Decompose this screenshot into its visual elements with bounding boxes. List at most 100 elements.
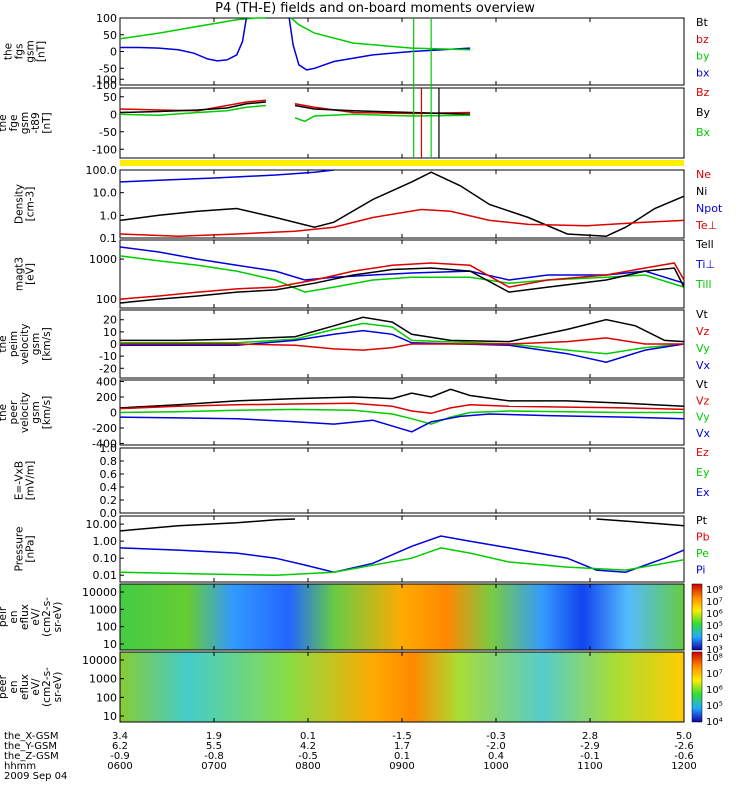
y-axis-label: magt3 [14,257,26,291]
y-tick-label: 10 [103,326,117,339]
colorbar-label: 10⁴ [706,717,723,728]
y-tick-label: -20 [99,362,117,375]
y-axis-label: the [0,335,9,352]
panel-frame-pressure [119,515,685,583]
y-tick-label: 0 [110,108,117,121]
y-tick-label: -50 [99,126,117,139]
y-axis-label: [cm-3] [25,187,37,222]
spectrogram-peir [120,584,684,650]
legend-entry: Te⊥ [695,219,717,232]
legend-entry: Npot [696,202,723,215]
series-Vt [119,388,685,409]
y-tick-label: 0 [110,46,117,59]
y-axis-label: gsm [25,40,37,62]
y-tick-label: 1000 [89,253,117,266]
series-Vt [120,316,685,343]
y-axis-label: eV/ [30,608,42,626]
y-tick-label: 1.0 [100,442,118,455]
y-axis-label: peer [8,400,20,425]
y-tick-label: 0.0 [100,507,118,520]
y-axis-label: en [8,680,20,693]
y-axis-label: Pressure [14,527,26,572]
legend-entry: Ni [696,185,707,198]
series-Ti⊥ [119,246,685,284]
series-by2 [290,17,471,51]
y-axis-label: [km/s] [41,327,53,361]
y-axis-label: (cm2-s- [41,597,53,637]
separator-bar [120,160,684,166]
series-bx2 [288,17,471,71]
row-value: 4.2 [300,741,316,752]
y-axis-label: peir [0,606,9,627]
panel-frame-fge [119,87,685,159]
colorbar-label: 10⁸ [706,585,723,596]
series-Ne [119,208,685,237]
y-axis-label: [km/s] [41,396,53,430]
legend-entry: Pe [696,547,709,560]
colorbar-label: 10⁶ [706,609,723,620]
series-Bx [119,104,266,117]
chart-title: P4 (TH-E) fields and on-board moments ov… [215,1,535,16]
legend-entry: Vt [696,308,709,321]
series-Npot [119,169,334,183]
y-tick-label: 100 [96,621,117,634]
row-value: -2.9 [580,741,600,752]
y-tick-label: 1.0 [100,209,118,222]
legend-entry: Vz [696,394,710,407]
series-By [119,101,266,114]
y-tick-label: 0.01 [93,569,118,582]
y-tick-label: 0.8 [100,455,118,468]
series-Vx [119,413,685,433]
legend-entry: Vy [696,342,710,355]
y-tick-label: -50 [99,62,117,75]
row-label: the_Z-GSM [4,751,59,762]
y-tick-label: 10000 [82,654,117,667]
row-value: 0.1 [394,751,410,762]
y-axis-label: [nT] [36,41,48,62]
spectrogram-peer_spec [120,652,684,722]
y-axis-label: sr-eV) [52,602,64,633]
row-value: -0.9 [110,751,130,762]
legend-entry: Ez [696,446,709,459]
legend-entry: Bx [696,126,711,139]
y-tick-label: 10.00 [86,518,118,531]
row-value: -0.1 [580,751,600,762]
series-Te⊥ [119,262,685,300]
colorbar-label: 10⁵ [706,701,723,712]
panel-frame-density [119,169,685,239]
row-value: -0.3 [486,731,506,742]
legend-entry: Pi [696,564,705,577]
row-label: the_X-GSM [4,731,58,742]
row-value: 1.7 [394,741,410,752]
y-tick-label: 0.6 [100,468,118,481]
y-axis-label: gsm [19,112,31,134]
row-value: -0.5 [298,751,318,762]
x-tick-label: 0600 [107,761,132,772]
row-value: 1.9 [206,731,222,742]
row-value: 2.8 [582,731,598,742]
y-tick-label: 100 [96,73,117,86]
series-Vz [119,402,685,415]
y-tick-label: 10 [103,710,117,723]
row-value: 5.0 [676,731,692,742]
y-axis-label: fgs [14,44,26,60]
series-bx [120,17,248,62]
y-tick-label: 100.0 [86,164,118,177]
y-tick-label: 0.4 [100,481,118,494]
panel-frame-efield [119,447,685,514]
row-value: 5.5 [206,741,222,752]
x-tick-label: 0900 [389,761,414,772]
legend-entry: Till [695,278,712,291]
y-axis-label: [nPa] [25,535,37,562]
legend-entry: Bz [696,86,710,99]
row-value: -2.6 [674,741,694,752]
y-axis-label: [eV] [25,263,37,285]
legend-entry: Pt [696,514,708,527]
y-axis-label: sr-eV) [52,672,64,703]
y-tick-label: 100 [96,12,117,25]
colorbar-label: 10⁷ [706,669,723,680]
y-tick-label: 1.00 [93,535,118,548]
y-tick-label: 10000 [82,586,117,599]
y-axis-label: the [0,404,9,421]
